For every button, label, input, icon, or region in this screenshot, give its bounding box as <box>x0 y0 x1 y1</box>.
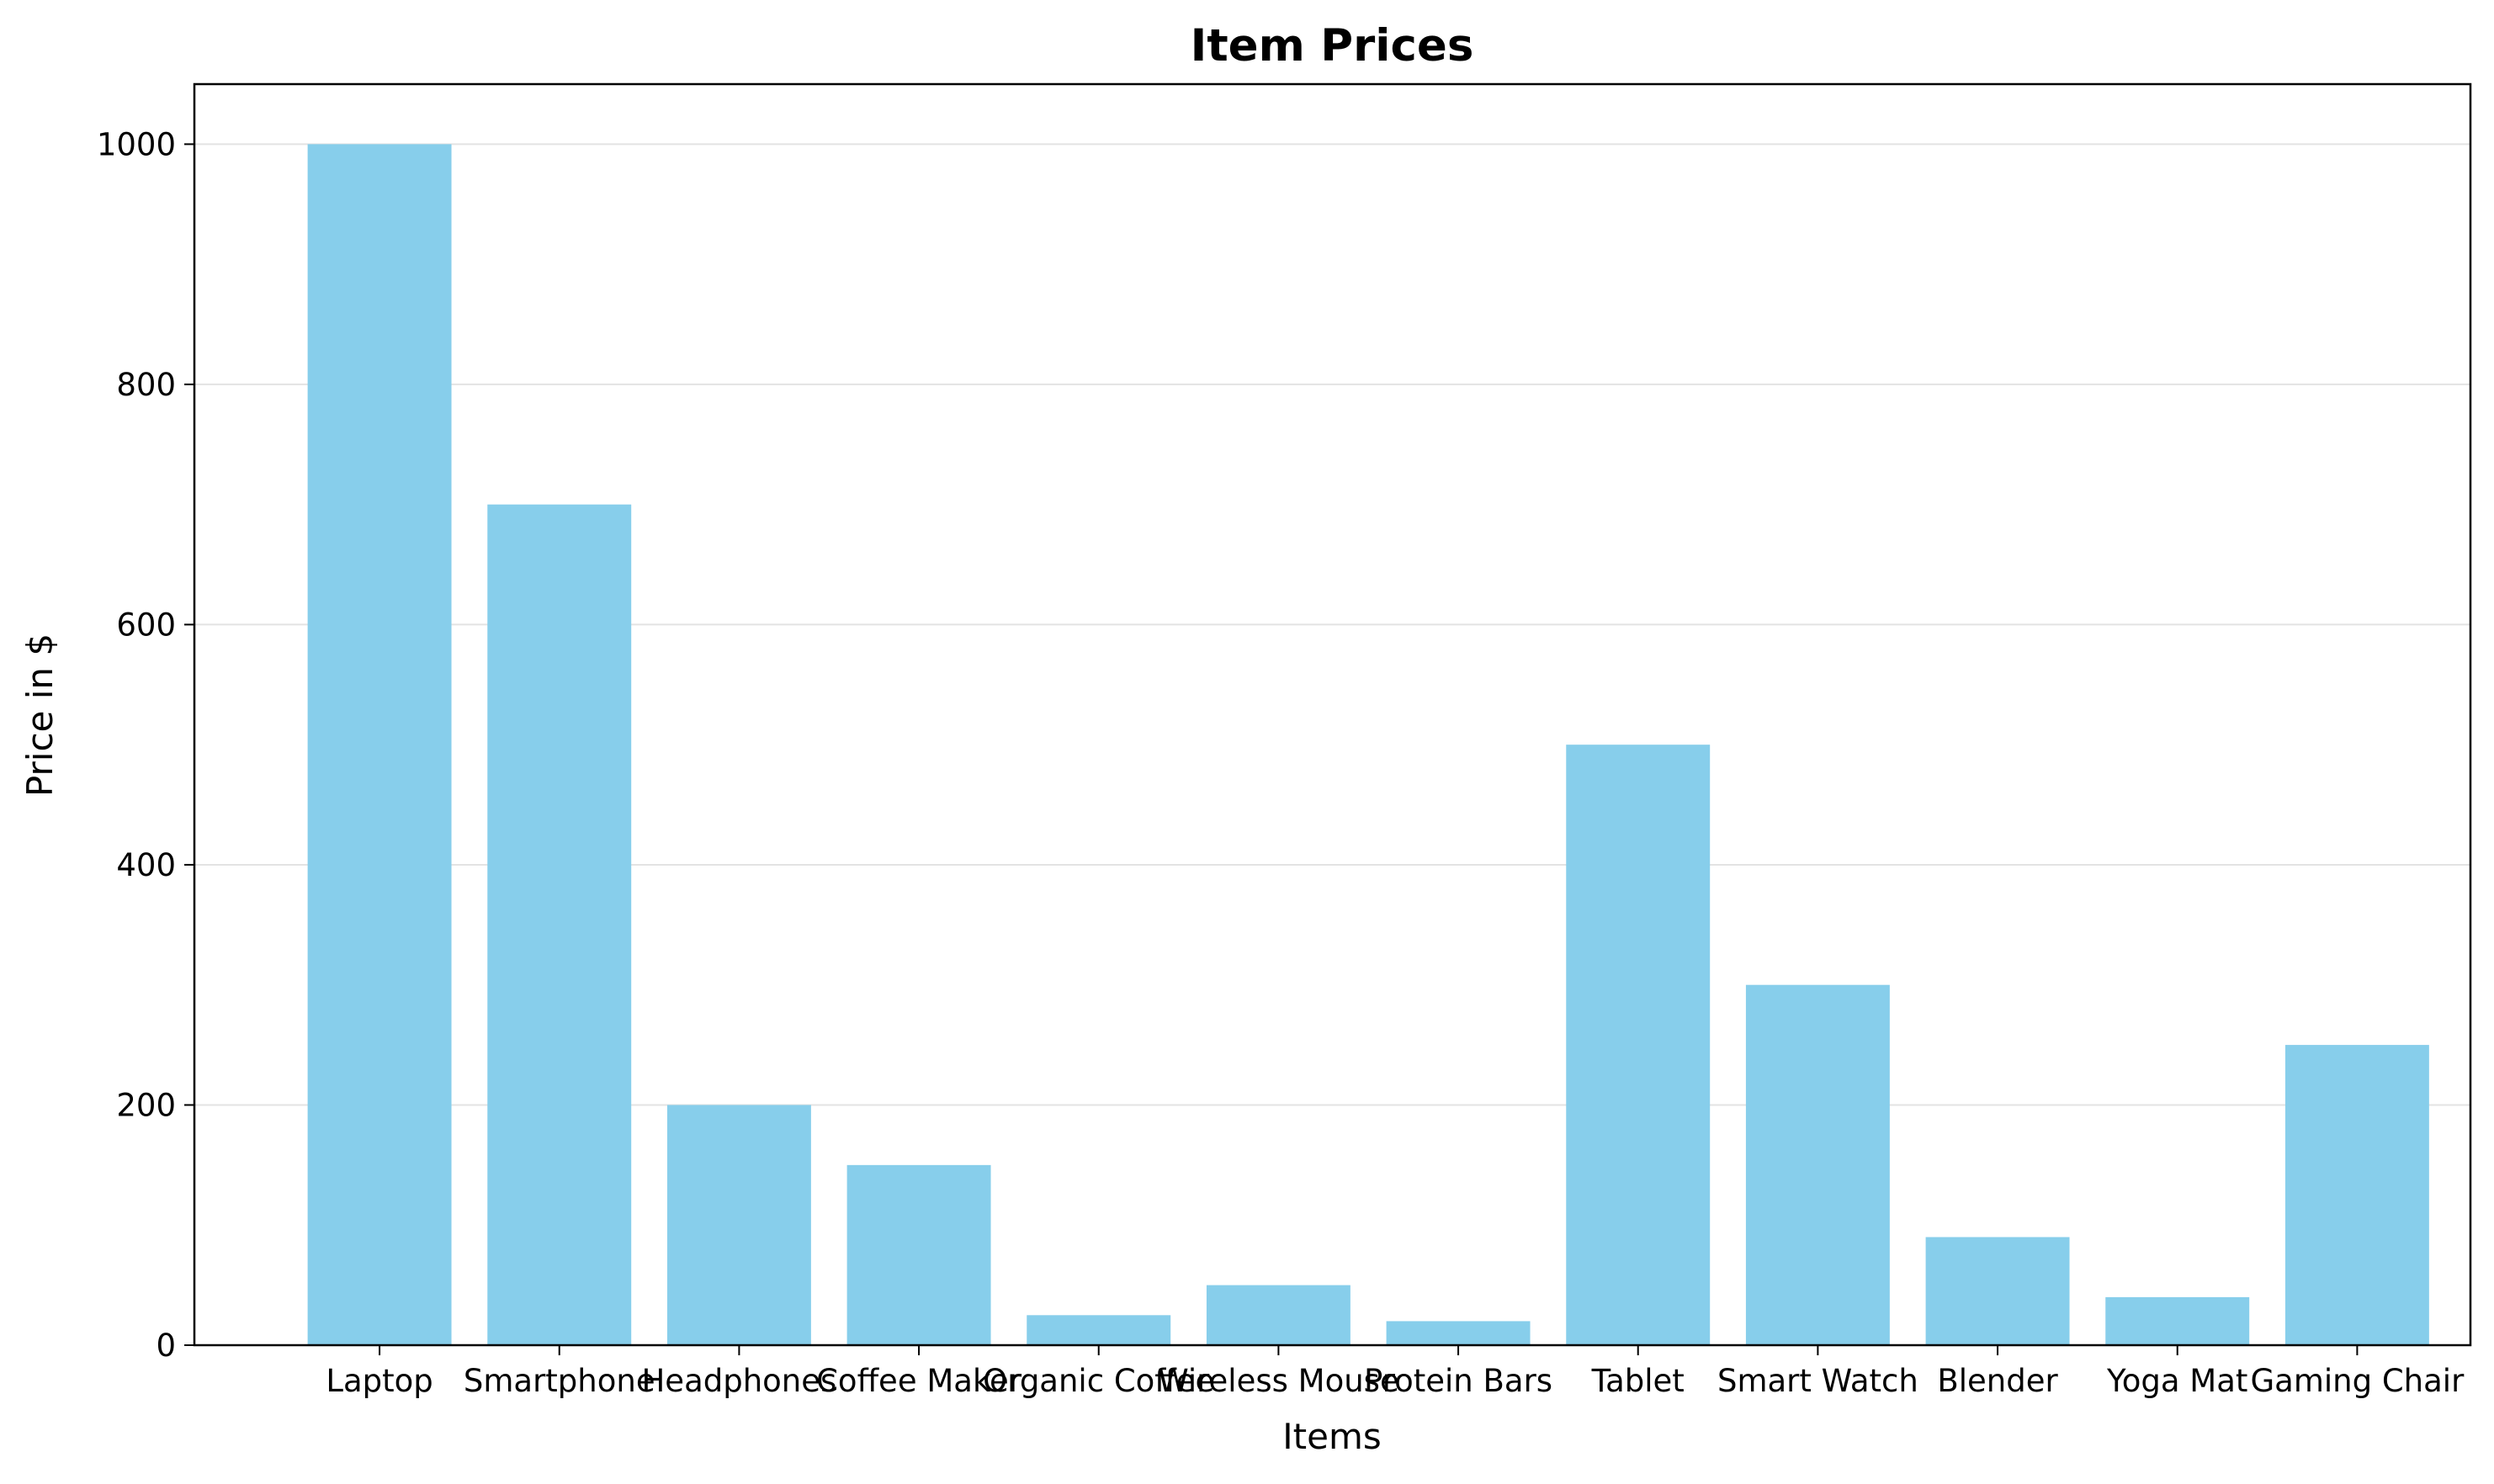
bar-smartphone <box>487 504 632 1345</box>
y-tick-label: 200 <box>116 1087 176 1123</box>
y-tick-label: 1000 <box>97 126 176 162</box>
bar-protein-bars <box>1386 1321 1531 1345</box>
x-tick-label: Tablet <box>1591 1363 1685 1399</box>
x-tick-label: Organic Coffee <box>983 1363 1214 1399</box>
x-tick-label: Gaming Chair <box>2250 1363 2465 1399</box>
bar-gaming-chair <box>2284 1045 2429 1345</box>
y-tick-label: 0 <box>156 1328 176 1364</box>
plot-frame <box>193 82 2472 1347</box>
bar-laptop <box>307 144 452 1345</box>
x-axis-label: Items <box>1282 1416 1382 1457</box>
y-tick-label: 600 <box>116 607 176 643</box>
bar-wireless-mouse <box>1206 1285 1350 1345</box>
x-tick-label: Smart Watch <box>1717 1363 1918 1399</box>
bar-smart-watch <box>1745 984 1890 1345</box>
bar-organic-coffee <box>1027 1315 1171 1345</box>
x-tick-label: Smartphone <box>464 1363 655 1399</box>
x-tick-label: Yoga Mat <box>2106 1363 2247 1399</box>
y-tick-label: 400 <box>116 847 176 883</box>
x-tick-label: Protein Bars <box>1364 1363 1552 1399</box>
chart-title: Item Prices <box>1191 20 1474 72</box>
x-tick-label: Wireless Mouse <box>1158 1363 1399 1399</box>
x-tick-label: Laptop <box>326 1363 432 1399</box>
bar-headphones <box>666 1105 811 1345</box>
x-tick-label: Blender <box>1937 1363 2058 1399</box>
bar-coffee-maker <box>846 1164 991 1345</box>
bar-blender <box>1925 1237 2070 1345</box>
bar-yoga-mat <box>2105 1296 2250 1345</box>
y-axis-label: Price in $ <box>19 633 61 797</box>
x-tick-label: Headphones <box>641 1363 836 1399</box>
y-axis-ticks: 0 200 400 600 800 1000 <box>97 126 194 1364</box>
x-tick-label: Coffee Maker <box>816 1363 1022 1399</box>
bars <box>307 144 2429 1345</box>
bar-tablet <box>1566 745 1711 1345</box>
y-tick-label: 800 <box>116 367 176 403</box>
